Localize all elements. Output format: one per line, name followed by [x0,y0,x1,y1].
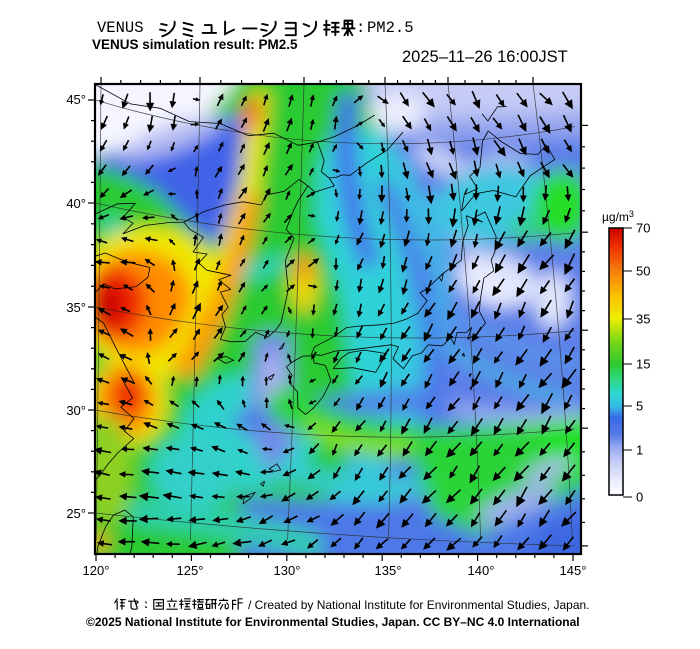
svg-text:120°: 120° [83,563,110,578]
svg-text:25°: 25° [66,506,86,521]
svg-text:125°: 125° [177,563,204,578]
svg-text:135°: 135° [375,563,402,578]
svg-text::: : [356,19,365,37]
svg-text:40°: 40° [66,196,86,211]
svg-text:15: 15 [636,357,650,372]
svg-text:70: 70 [636,221,650,236]
svg-text:VENUS simulation result: PM2.5: VENUS simulation result: PM2.5 [92,37,298,52]
svg-text:140°: 140° [468,563,495,578]
svg-text:130°: 130° [274,563,301,578]
svg-text:PM2.5: PM2.5 [367,19,414,37]
svg-text:1: 1 [636,443,643,458]
svg-text:VENUS: VENUS [97,19,144,37]
svg-text:0: 0 [636,490,643,505]
svg-text:145°: 145° [560,563,587,578]
svg-text:50: 50 [636,264,650,279]
svg-text:/ Created by National Institut: / Created by National Institute for Envi… [248,598,590,612]
svg-text:45°: 45° [66,92,86,107]
svg-text:5: 5 [636,399,643,414]
svg-text:35: 35 [636,312,650,327]
svg-text:30°: 30° [66,403,86,418]
svg-text:35°: 35° [66,300,86,315]
svg-text:©2025 National Institute for E: ©2025 National Institute for Environment… [86,615,580,629]
svg-text:µg/m3: µg/m3 [602,209,634,224]
svg-text:2025–11–26 16:00JST: 2025–11–26 16:00JST [402,48,568,66]
